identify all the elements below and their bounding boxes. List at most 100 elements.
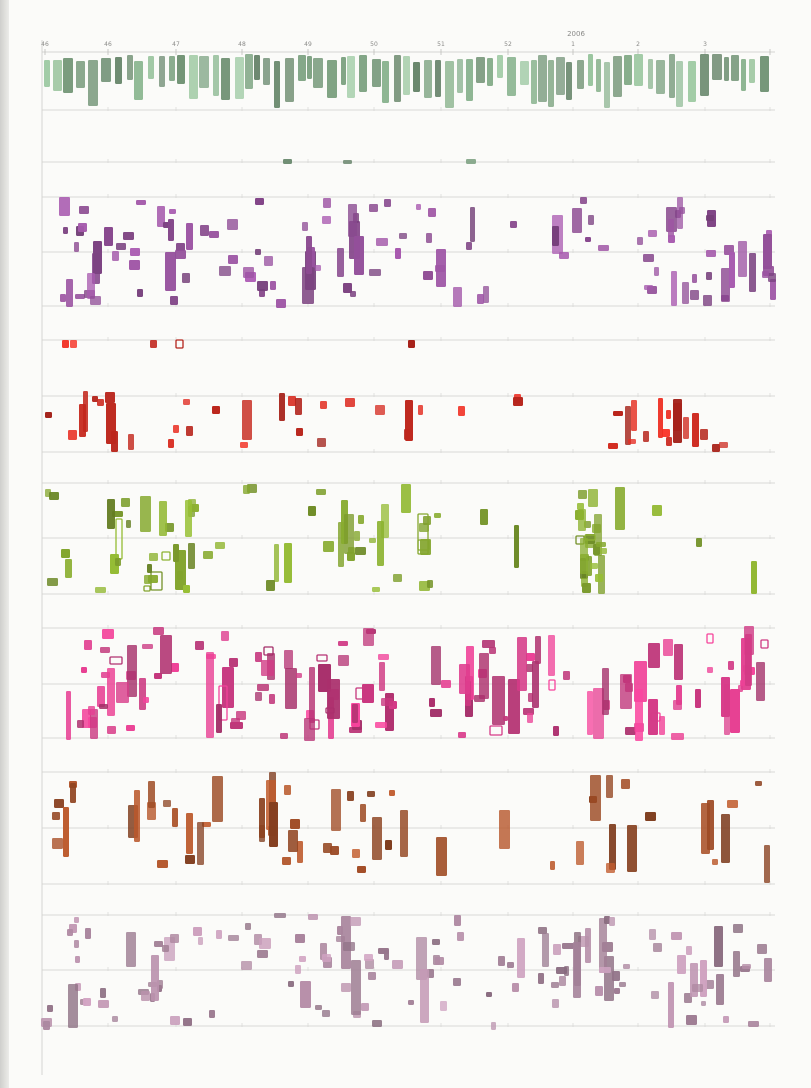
plum-mark [706, 215, 714, 221]
year-label: 2006 [567, 30, 585, 38]
magenta-mark [100, 647, 110, 653]
green-bar [566, 62, 572, 100]
mauve-mark [392, 960, 403, 969]
sienna-mark [186, 813, 193, 854]
mauve-mark [432, 939, 440, 945]
sienna-mark [357, 866, 366, 873]
magenta-mark [695, 689, 701, 708]
olive-mark [203, 551, 213, 559]
mauve-mark [542, 933, 549, 967]
magenta-mark [429, 698, 435, 707]
magenta-mark [327, 679, 340, 719]
magenta-mark [659, 716, 665, 735]
mauve-mark [507, 962, 514, 968]
green-bar [741, 59, 746, 91]
plum-mark [738, 241, 747, 277]
red-mark [418, 405, 423, 415]
magenta-mark [745, 634, 752, 686]
magenta-mark [261, 660, 274, 676]
green-bar [413, 62, 420, 92]
mauve-mark [299, 956, 306, 962]
green-bar [648, 59, 653, 89]
olive-mark [284, 543, 292, 583]
olive-mark [577, 503, 584, 510]
olive-mark [65, 559, 72, 578]
magenta-mark [375, 722, 387, 728]
olive-mark [190, 504, 199, 512]
mauve-mark [604, 916, 610, 924]
plum-mark [257, 281, 268, 291]
olive-mark [140, 496, 151, 532]
plum-mark [78, 223, 87, 232]
plum-mark [315, 265, 321, 271]
red-mark [458, 406, 465, 416]
olive-mark [401, 484, 411, 513]
olive-mark [61, 549, 70, 558]
plum-mark [228, 255, 238, 264]
magenta-mark [674, 644, 683, 680]
plum-mark [654, 267, 659, 276]
olive-mark [323, 541, 334, 552]
mauve-mark [343, 942, 355, 951]
plum-mark [692, 274, 697, 283]
mauve-mark [274, 913, 286, 918]
magenta-mark [285, 668, 297, 709]
mauve-mark [757, 944, 767, 954]
magenta-mark [236, 711, 246, 720]
magenta-mark [430, 709, 442, 717]
plum-mark [671, 271, 677, 306]
plum-mark [157, 206, 165, 227]
magenta-mark [526, 653, 535, 661]
magenta-mark [548, 635, 555, 676]
magenta-mark [548, 679, 556, 691]
mauve-mark [295, 934, 305, 943]
mauve-mark [651, 991, 659, 999]
plum-mark [762, 271, 769, 278]
green-bar [634, 54, 643, 86]
magenta-mark [218, 685, 228, 721]
red-mark [186, 426, 193, 436]
red-mark [173, 425, 179, 433]
plum-mark [175, 250, 186, 259]
plum-mark [729, 252, 735, 288]
mauve-mark [68, 984, 78, 1028]
mauve-mark [551, 982, 559, 988]
olive-mark [600, 548, 607, 554]
red-mark [719, 442, 728, 448]
plum-mark [648, 230, 657, 237]
mauve-mark [668, 982, 674, 1028]
mauve-mark [491, 1022, 496, 1030]
mauve-mark [614, 988, 620, 994]
olive-mark [652, 505, 662, 516]
plum-mark [721, 268, 730, 302]
green-bar [169, 56, 175, 81]
olive-mark [423, 516, 431, 525]
magenta-mark [107, 726, 116, 734]
tick-label: 47 [172, 41, 180, 48]
olive-mark [393, 574, 402, 582]
magenta-mark [126, 725, 135, 731]
red-mark [673, 399, 682, 443]
olive-mark [578, 509, 586, 531]
mauve-mark [47, 1005, 53, 1012]
plum-mark [227, 219, 238, 230]
mauve-mark [573, 942, 581, 998]
magenta-mark [107, 668, 115, 716]
magenta-mark [338, 641, 348, 646]
plum-mark [343, 283, 352, 293]
magenta-mark [362, 684, 374, 703]
plum-mark [136, 200, 146, 205]
sienna-mark [197, 822, 204, 865]
red-mark [700, 429, 708, 440]
red-mark [317, 438, 326, 447]
sienna-mark [70, 783, 76, 803]
magenta-mark [492, 676, 505, 725]
red-mark [608, 443, 618, 449]
sienna-mark [764, 845, 770, 883]
mauve-mark [512, 983, 519, 992]
magenta-mark [280, 733, 288, 739]
sienna-mark [712, 859, 718, 865]
magenta-mark [526, 664, 533, 672]
mauve-mark [619, 982, 626, 987]
magenta-mark [635, 689, 643, 741]
